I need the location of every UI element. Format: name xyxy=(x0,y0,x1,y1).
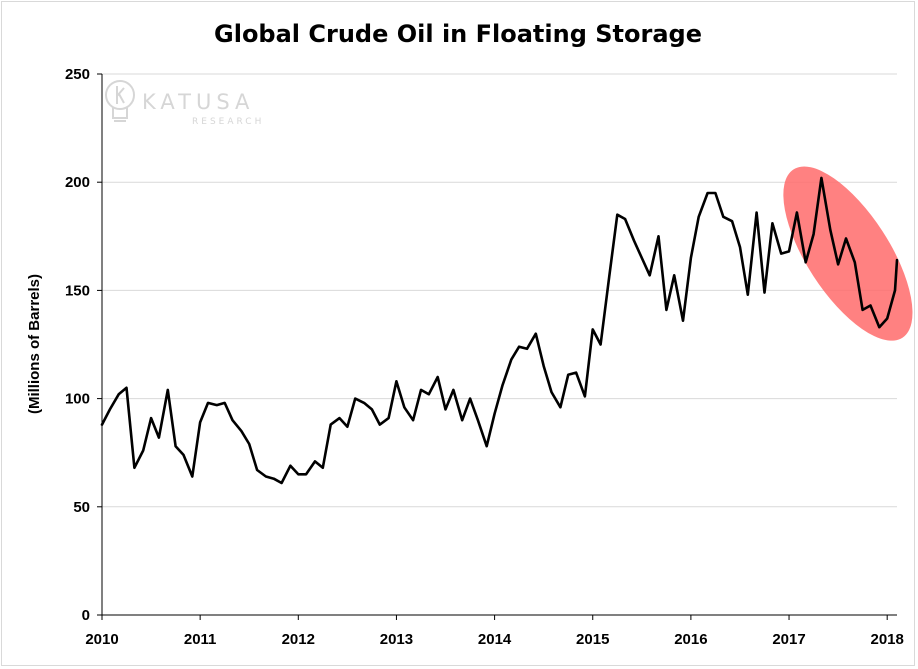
x-tick-label: 2013 xyxy=(380,631,413,648)
watermark-logo: KATUSA RESEARCH xyxy=(105,80,264,127)
y-tick-label: 250 xyxy=(65,66,90,83)
series-line xyxy=(100,176,899,485)
x-tick-label: 2015 xyxy=(576,631,609,648)
y-tick-label: 50 xyxy=(73,499,90,516)
y-tick-label: 150 xyxy=(65,282,90,299)
x-tick-label: 2012 xyxy=(282,631,315,648)
watermark-name: KATUSA xyxy=(142,90,254,114)
x-tick-label: 2016 xyxy=(674,631,707,648)
tick-labels: 0 50 100 150 200 250 2010 2011 2012 2013 2014 2015 2… xyxy=(65,66,904,648)
axes xyxy=(97,73,897,620)
x-tick-label: 2018 xyxy=(870,631,903,648)
y-tick-label: 0 xyxy=(82,607,90,624)
grid-lines xyxy=(102,73,897,508)
x-tick-label: 2011 xyxy=(184,631,217,648)
chart-title: Global Crude Oil in Floating Storage xyxy=(214,20,702,48)
watermark-sub: RESEARCH xyxy=(192,117,264,127)
x-tick-label: 2017 xyxy=(772,631,805,648)
x-tick-label: 2014 xyxy=(478,631,512,648)
y-tick-label: 200 xyxy=(65,174,90,191)
lightbulb-k-icon xyxy=(105,80,135,122)
x-tick-label: 2010 xyxy=(85,631,118,648)
y-axis-title: (Millions of Barrels) xyxy=(26,274,43,414)
series-layer xyxy=(100,176,899,485)
y-tick-label: 100 xyxy=(65,391,90,408)
